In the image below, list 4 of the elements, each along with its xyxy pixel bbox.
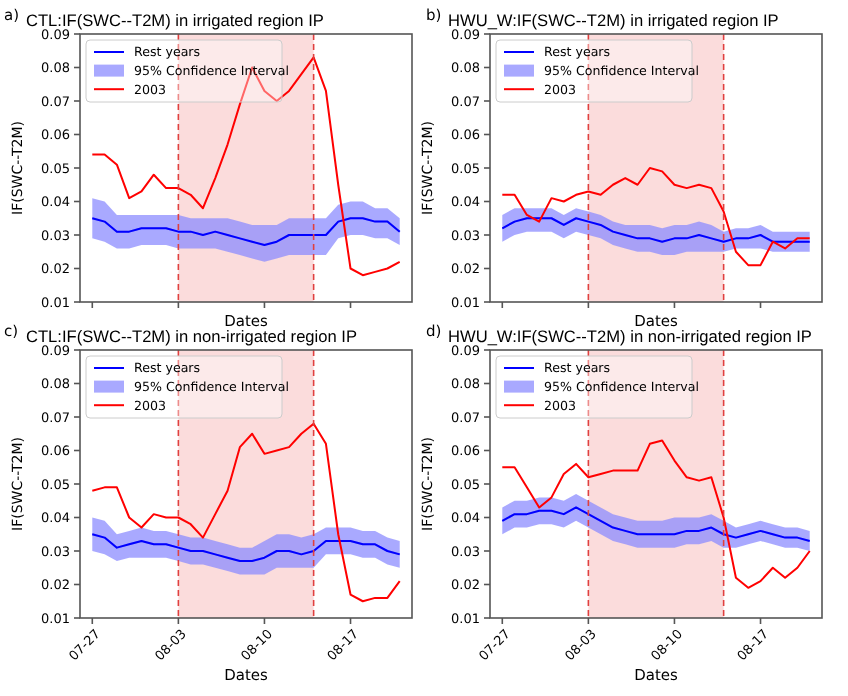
chart-title: HWU_W:IF(SWC--T2M) in non-irrigated region IP [448,326,813,346]
chart-title: HWU_W:IF(SWC--T2M) in irrigated region IP [448,10,780,30]
chart-title: CTL:IF(SWC--T2M) in non-irrigated region IP [26,326,358,346]
chart-title: CTL:IF(SWC--T2M) in irrigated region IP [26,10,325,30]
